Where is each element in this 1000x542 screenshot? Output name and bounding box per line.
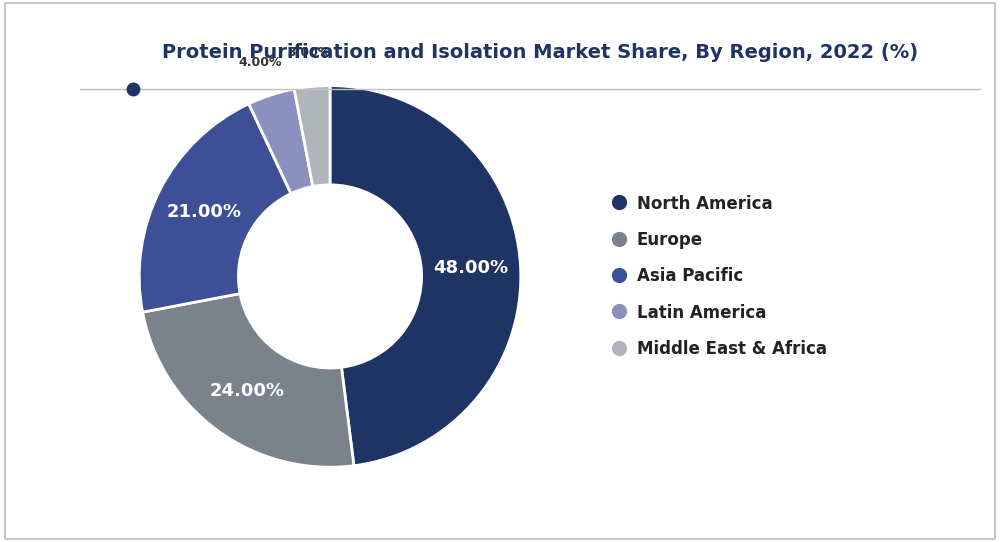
Legend: North America, Europe, Asia Pacific, Latin America, Middle East & Africa: North America, Europe, Asia Pacific, Lat… [615, 195, 827, 358]
Wedge shape [139, 104, 291, 312]
Wedge shape [143, 294, 354, 467]
Wedge shape [249, 89, 313, 193]
Text: PRECEDENCE: PRECEDENCE [29, 36, 106, 47]
Text: 21.00%: 21.00% [167, 203, 242, 221]
Text: 3.00%: 3.00% [287, 46, 331, 59]
Text: 4.00%: 4.00% [239, 56, 282, 69]
Text: 48.00%: 48.00% [433, 259, 508, 276]
Wedge shape [294, 86, 330, 186]
Text: RESEARCH: RESEARCH [36, 68, 99, 78]
Wedge shape [330, 86, 521, 466]
Text: Protein Purification and Isolation Market Share, By Region, 2022 (%): Protein Purification and Isolation Marke… [162, 43, 918, 62]
Text: 24.00%: 24.00% [210, 382, 285, 399]
